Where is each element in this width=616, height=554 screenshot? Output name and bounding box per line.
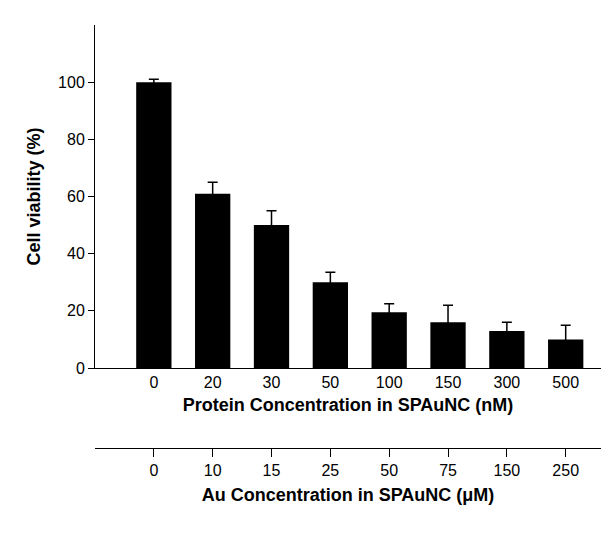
svg-text:80: 80 — [67, 131, 85, 148]
svg-text:0: 0 — [149, 462, 158, 479]
svg-text:100: 100 — [58, 74, 85, 91]
svg-text:60: 60 — [67, 188, 85, 205]
svg-text:40: 40 — [67, 245, 85, 262]
svg-text:75: 75 — [439, 462, 457, 479]
svg-text:30: 30 — [263, 374, 281, 391]
svg-text:100: 100 — [376, 374, 403, 391]
svg-text:500: 500 — [552, 374, 579, 391]
svg-text:0: 0 — [76, 360, 85, 377]
svg-text:20: 20 — [67, 302, 85, 319]
svg-text:150: 150 — [435, 374, 462, 391]
svg-text:50: 50 — [380, 462, 398, 479]
svg-text:300: 300 — [494, 374, 521, 391]
svg-text:50: 50 — [321, 374, 339, 391]
svg-text:0: 0 — [149, 374, 158, 391]
svg-text:Cell viability (%): Cell viability (%) — [24, 128, 44, 266]
svg-text:150: 150 — [494, 462, 521, 479]
svg-text:10: 10 — [204, 462, 222, 479]
svg-text:Protein Concentration in SPAuN: Protein Concentration in SPAuNC (nM) — [183, 395, 514, 415]
svg-text:250: 250 — [552, 462, 579, 479]
svg-text:25: 25 — [321, 462, 339, 479]
svg-text:15: 15 — [263, 462, 281, 479]
svg-text:20: 20 — [204, 374, 222, 391]
svg-text:Au Concentration in SPAuNC (μM: Au Concentration in SPAuNC (μM) — [202, 485, 495, 505]
